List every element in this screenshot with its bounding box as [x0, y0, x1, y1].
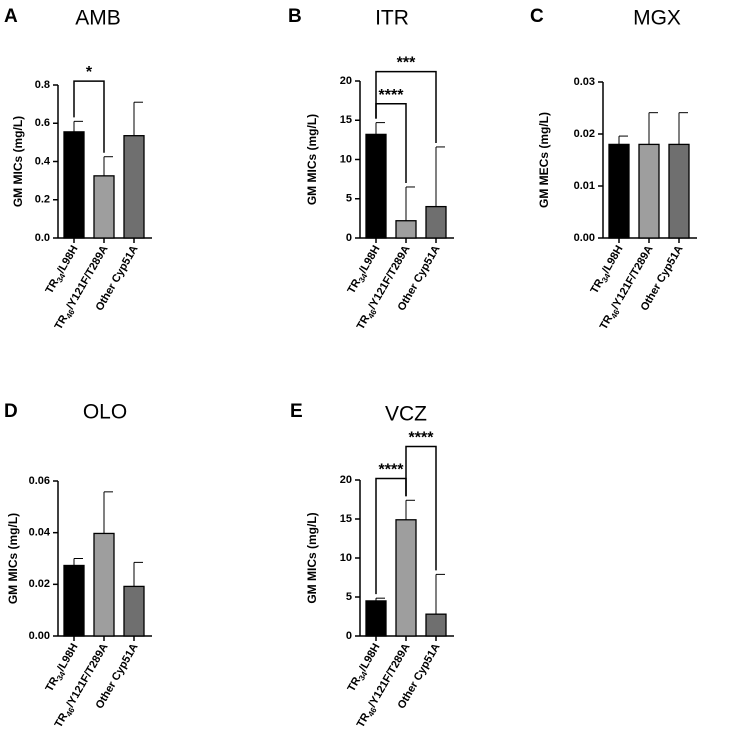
- significance-label: ****: [379, 461, 405, 478]
- bar: [123, 585, 145, 637]
- y-tick-label: 0.0: [35, 232, 50, 244]
- bar: [608, 143, 630, 239]
- bar: [93, 532, 115, 637]
- bar: [395, 220, 417, 239]
- panel-letter: C: [530, 6, 544, 27]
- bar: [365, 133, 387, 239]
- bar: [668, 143, 690, 239]
- panel-title: ITR: [375, 7, 409, 30]
- significance-bracket: [73, 80, 105, 153]
- y-axis-label: GM MICs (mg/L): [11, 116, 25, 207]
- panel-letter: B: [288, 6, 302, 27]
- y-tick-label: 0.4: [35, 155, 51, 167]
- panel-title: VCZ: [385, 403, 427, 426]
- bar: [63, 564, 85, 637]
- y-axis-label: GM MICs (mg/L): [305, 512, 319, 603]
- bar: [63, 131, 85, 239]
- y-tick-label: 15: [340, 114, 352, 126]
- significance-label: ****: [409, 429, 435, 446]
- y-tick-label: 5: [346, 591, 352, 603]
- significance-label: ***: [397, 55, 416, 72]
- y-tick-label: 0.6: [35, 117, 50, 129]
- y-tick-label: 20: [340, 75, 352, 87]
- y-tick-label: 10: [340, 552, 352, 564]
- y-tick-label: 0.00: [29, 630, 50, 642]
- y-axis-label: GM MICs (mg/L): [305, 114, 319, 205]
- y-tick-label: 0: [346, 630, 352, 642]
- y-tick-label: 0.02: [29, 578, 50, 590]
- y-tick-label: 5: [346, 193, 352, 205]
- y-tick-label: 0.2: [35, 194, 50, 206]
- significance-bracket: [405, 445, 437, 571]
- panel-title: AMB: [75, 7, 121, 30]
- panel-letter: E: [290, 401, 303, 422]
- y-tick-label: 10: [340, 153, 352, 165]
- panel-letter: A: [4, 6, 18, 27]
- bar: [365, 600, 387, 637]
- y-tick-label: 0: [346, 232, 352, 244]
- significance-bracket: [375, 70, 437, 143]
- bar: [123, 135, 145, 239]
- y-tick-label: 0.8: [35, 79, 50, 91]
- bar: [93, 175, 115, 239]
- y-tick-label: 0.06: [29, 475, 50, 487]
- panel-title: OLO: [83, 401, 127, 424]
- panel-title: MGX: [633, 7, 681, 30]
- bar: [425, 613, 447, 637]
- y-tick-label: 0.00: [574, 232, 595, 244]
- y-tick-label: 0.02: [574, 128, 595, 140]
- panel-letter: D: [4, 401, 18, 422]
- significance-label: ****: [379, 87, 405, 104]
- y-axis-label: GM MICs (mg/L): [6, 513, 20, 604]
- y-tick-label: 0.03: [574, 76, 595, 88]
- y-axis-label: GM MECs (mg/L): [537, 112, 551, 208]
- y-tick-label: 20: [340, 474, 352, 486]
- bar: [395, 519, 417, 637]
- y-tick-label: 15: [340, 513, 352, 525]
- bar: [425, 205, 447, 239]
- y-tick-label: 0.04: [29, 527, 51, 539]
- significance-label: *: [86, 64, 93, 81]
- bar: [638, 143, 660, 239]
- y-tick-label: 0.01: [574, 180, 595, 192]
